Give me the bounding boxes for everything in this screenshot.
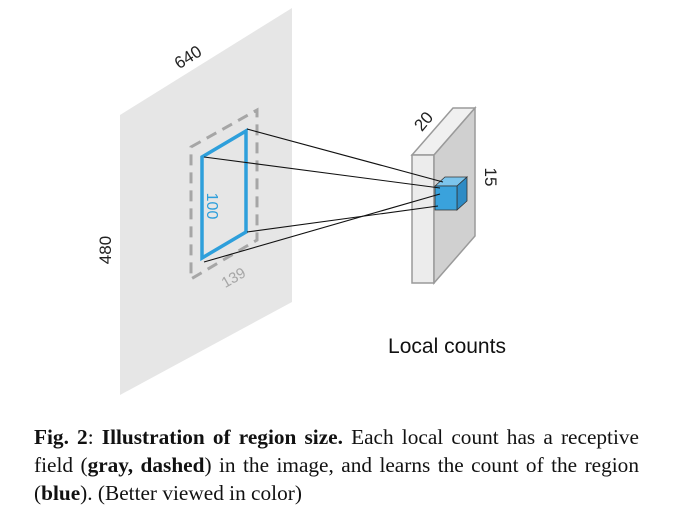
caption-bold-gray-dashed: gray, dashed bbox=[87, 453, 205, 477]
count-map-height-label: 15 bbox=[481, 168, 500, 187]
caption-bold-blue: blue bbox=[41, 481, 81, 505]
image-plane bbox=[120, 8, 292, 395]
projection-lines bbox=[203, 128, 444, 263]
count-cell-front bbox=[434, 185, 458, 211]
caption-text-1: Each local count has a receptive field ( bbox=[34, 425, 639, 477]
caption-title: Illustration of region size. bbox=[101, 425, 343, 449]
receptive-field-box bbox=[189, 107, 259, 282]
region-box bbox=[200, 127, 248, 262]
caption-text-2: ) in the image, and learns the count of … bbox=[34, 453, 639, 505]
figure-caption: Fig. 2: Illustration of region size. Eac… bbox=[34, 423, 639, 507]
caption-text-3: ). (Better viewed in color) bbox=[80, 481, 302, 505]
count-map-caption: Local counts bbox=[388, 335, 506, 358]
caption-colon: : bbox=[87, 425, 94, 449]
image-height-label: 480 bbox=[96, 236, 115, 264]
region-size-label: 100 bbox=[203, 193, 220, 220]
figure-number: Fig. 2 bbox=[34, 425, 88, 449]
